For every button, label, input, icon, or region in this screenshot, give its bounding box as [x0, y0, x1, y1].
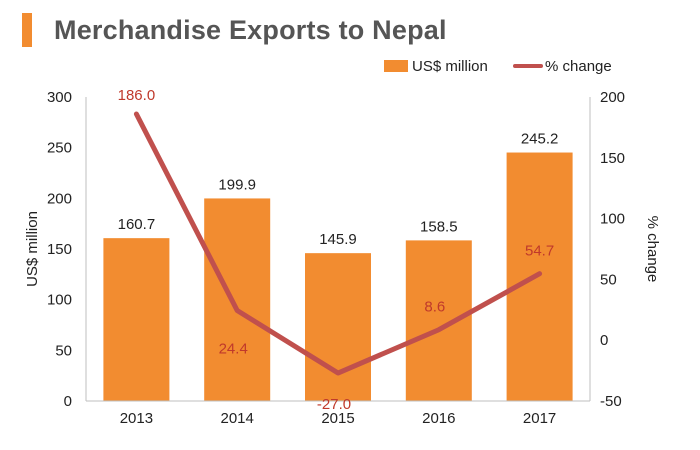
y-left-tick-label: 50 — [55, 342, 72, 359]
legend-label-line: % change — [545, 58, 612, 75]
bar-2014 — [204, 198, 271, 401]
bar-value-label: 145.9 — [319, 231, 357, 248]
y-right-tick-label: 150 — [600, 150, 625, 167]
line-value-label: 24.4 — [219, 341, 248, 358]
axes: 0 50 100 150 200 250 300 -50 0 50 100 150 200 2013 201… — [24, 89, 661, 427]
x-tick-label: 2014 — [221, 410, 254, 427]
line-value-label: -27.0 — [317, 396, 351, 413]
x-tick-label: 2013 — [120, 410, 153, 427]
y-left-tick-label: 250 — [47, 140, 72, 157]
legend-swatch-bar — [384, 60, 408, 72]
y-right-axis-title: % change — [644, 216, 661, 283]
bar-2013 — [103, 238, 170, 401]
y-right-tick-label: 100 — [600, 211, 625, 228]
title-accent-bar — [22, 13, 32, 47]
legend-label-bar: US$ million — [412, 58, 488, 75]
y-left-axis-title: US$ million — [24, 211, 41, 287]
data-labels: 160.7 199.9 145.9 158.5 245.2 186.0 24.4 -27.0 8… — [118, 87, 559, 413]
bar-series — [103, 152, 573, 401]
y-right-tick-label: 0 — [600, 332, 608, 349]
pct-change-line — [133, 111, 543, 376]
bar-value-label: 158.5 — [420, 218, 458, 235]
y-left-tick-label: 300 — [47, 89, 72, 106]
bar-value-label: 245.2 — [521, 131, 559, 148]
y-right-tick-label: 200 — [600, 89, 625, 106]
y-right-tick-label: 50 — [600, 271, 617, 288]
bar-2015 — [305, 253, 371, 401]
x-tick-label: 2015 — [321, 410, 354, 427]
y-left-tick-label: 100 — [47, 292, 72, 309]
y-right-tick-label: -50 — [600, 393, 622, 410]
x-tick-label: 2017 — [523, 410, 556, 427]
line-value-label: 54.7 — [525, 243, 554, 260]
y-left-tick-label: 150 — [47, 241, 72, 258]
legend: US$ million % change — [384, 58, 612, 75]
x-tick-label: 2016 — [422, 410, 455, 427]
line-value-label: 186.0 — [118, 87, 156, 104]
bar-value-label: 160.7 — [118, 216, 156, 233]
bar-2017 — [506, 152, 573, 401]
bar-2016 — [405, 240, 472, 401]
title-block: Merchandise Exports to Nepal — [22, 12, 447, 48]
line-value-label: 8.6 — [424, 299, 445, 316]
y-left-tick-label: 0 — [64, 393, 72, 410]
line-series — [133, 111, 543, 376]
bar-value-label: 199.9 — [218, 176, 256, 193]
y-left-tick-label: 200 — [47, 190, 72, 207]
chart-title: Merchandise Exports to Nepal — [54, 14, 447, 45]
